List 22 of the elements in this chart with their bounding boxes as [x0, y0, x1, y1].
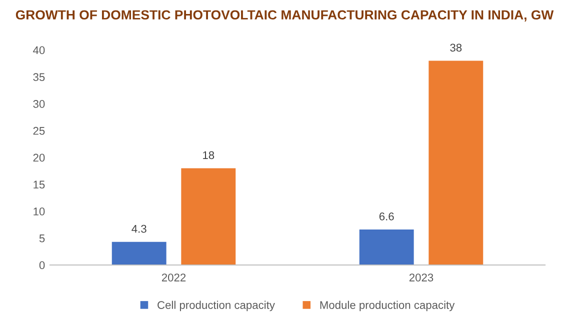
data-label: 6.6: [379, 212, 394, 220]
bar: [428, 60, 484, 265]
data-label: 18: [203, 151, 214, 160]
y-tick-label: 5: [39, 234, 45, 242]
data-label: 38: [450, 44, 462, 52]
y-tick-label: 35: [33, 73, 45, 82]
data-label: 4.3: [132, 224, 146, 233]
legend-label: Cell production capacity: [158, 300, 275, 312]
legend-label: Module production capacity: [320, 300, 455, 312]
y-tick-label: 25: [33, 126, 45, 135]
y-tick-label: 30: [33, 100, 45, 108]
chart-title: GROWTH OF DOMESTIC PHOTOVOLTAIC MANUFACTURING CAPACITY IN INDIA, GW: [16, 10, 554, 22]
x-tick-label: 2023: [409, 274, 434, 282]
y-tick-label: 10: [34, 208, 45, 216]
y-tick-label: 15: [34, 180, 45, 189]
y-tick-label: 0: [39, 261, 45, 270]
bar: [359, 230, 414, 265]
bar: [112, 242, 166, 265]
x-tick-label: 2022: [162, 274, 186, 282]
bar: [181, 168, 236, 265]
y-tick-label: 20: [33, 154, 45, 162]
y-tick-label: 40: [33, 46, 45, 54]
